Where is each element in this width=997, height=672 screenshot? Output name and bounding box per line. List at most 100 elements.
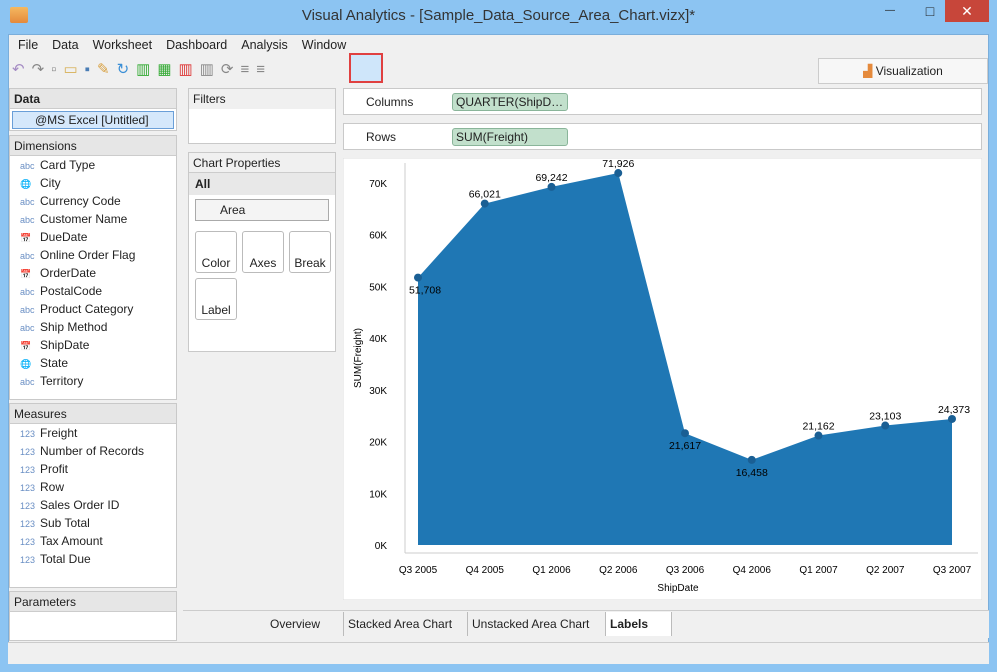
window-title: Visual Analytics - [Sample_Data_Source_A… [301, 7, 696, 24]
field-item[interactable]: 123 Profit [10, 460, 176, 478]
filters-panel: Filters [188, 88, 336, 144]
color-button[interactable]: Color [195, 231, 237, 273]
x-tick-label: Q3 2005 [399, 565, 438, 576]
data-label: 21,617 [669, 440, 701, 452]
field-item[interactable]: 123 Sales Order ID [10, 496, 176, 514]
x-tick-label: Q2 2006 [599, 565, 638, 576]
field-item[interactable]: 📅 OrderDate [10, 264, 176, 282]
field-item[interactable]: abc Card Type [10, 156, 176, 174]
all-marks[interactable]: All [189, 173, 335, 195]
menu-worksheet[interactable]: Worksheet [92, 38, 153, 52]
field-item[interactable]: 🌐 State [10, 354, 176, 372]
sheet-tab-bar [183, 610, 989, 638]
field-item[interactable]: 123 Total Due [10, 550, 176, 568]
x-tick-label: Q3 2006 [666, 565, 705, 576]
y-tick-label: 60K [369, 231, 387, 242]
number-type-icon: 123 [20, 519, 36, 529]
field-item[interactable]: 123 Row [10, 478, 176, 496]
y-axis-title: SUM(Freight) [353, 328, 364, 388]
columns-pill[interactable]: QUARTER(ShipD… [452, 93, 568, 111]
save-icon[interactable]: ▪ [84, 61, 97, 78]
rows-pill[interactable]: SUM(Freight) [452, 128, 568, 146]
data-point [681, 429, 689, 438]
measures-panel: Measures 123 Freight 123 Number of Records 1… [9, 403, 177, 588]
menu-analysis[interactable]: Analysis [241, 38, 288, 52]
sheet-tab[interactable]: Labels [606, 612, 672, 636]
menu-window[interactable]: Window [301, 38, 347, 52]
chart-properties-panel: Chart Properties All Area Color Axes Bre… [188, 152, 336, 352]
field-item[interactable]: abc Customer Name [10, 210, 176, 228]
number-type-icon: 123 [20, 483, 36, 493]
field-item[interactable]: 123 Tax Amount [10, 532, 176, 550]
globe-icon: 🌐 [20, 179, 32, 189]
swap-icon[interactable]: ⟳ [220, 61, 241, 78]
show-labels-button[interactable] [349, 53, 383, 83]
y-tick-label: 70K [369, 179, 387, 190]
data-label: 23,103 [869, 411, 901, 423]
text-type-icon: abc [20, 161, 35, 171]
undo-icon[interactable]: ↶ [12, 61, 32, 78]
field-item[interactable]: abc Product Category [10, 300, 176, 318]
sort-desc-icon[interactable]: ≡ [256, 61, 273, 78]
chart-icon[interactable]: ▥ [199, 61, 221, 78]
text-type-icon: abc [20, 377, 35, 387]
break-button[interactable]: Break [289, 231, 331, 273]
data-point [614, 169, 623, 178]
open-icon[interactable]: ▭ [63, 61, 85, 78]
field-item[interactable]: 123 Sub Total [10, 514, 176, 532]
close-button[interactable]: ✕ [945, 0, 989, 22]
data-panel-title: Data [10, 89, 176, 109]
visualization-tab[interactable]: ▟ Visualization [818, 58, 988, 84]
number-type-icon: 123 [20, 537, 36, 547]
number-type-icon: 123 [20, 447, 36, 457]
area-chart: 0K 10K 20K 30K 40K 50K 60K 70K 51,708 Q3 2005 66,0… [343, 158, 982, 600]
field-item[interactable]: 123 Freight [10, 424, 176, 442]
connect-icon[interactable]: ✎ [97, 61, 117, 78]
field-item[interactable]: abc Territory [10, 372, 176, 390]
data-point [881, 421, 890, 430]
maximize-button[interactable]: □ [925, 3, 935, 19]
label-button[interactable]: Label [195, 278, 237, 320]
text-type-icon: abc [20, 305, 35, 315]
redo-icon[interactable]: ↷ [31, 61, 52, 78]
data-label: 24,373 [938, 404, 970, 416]
menu-data[interactable]: Data [52, 38, 79, 52]
calendar-icon: 📅 [20, 269, 32, 279]
data-label: 69,242 [535, 172, 567, 184]
x-axis-title: ShipDate [657, 583, 699, 594]
text-type-icon: abc [20, 197, 35, 207]
data-point [747, 455, 756, 464]
field-item[interactable]: 📅 DueDate [10, 228, 176, 246]
axes-button[interactable]: Axes [242, 231, 284, 273]
sort-asc-icon[interactable]: ≡ [240, 61, 257, 78]
refresh-icon[interactable]: ↻ [116, 61, 137, 78]
sheet-tab[interactable]: Stacked Area Chart [344, 612, 468, 636]
y-tick-label: 40K [369, 334, 387, 345]
filters-title: Filters [189, 89, 335, 109]
number-type-icon: 123 [20, 465, 36, 475]
delete-chart-icon[interactable]: ▥ [178, 61, 200, 78]
field-item[interactable]: abc Online Order Flag [10, 246, 176, 264]
field-item[interactable]: abc PostalCode [10, 282, 176, 300]
new-icon[interactable]: ▫ [51, 61, 64, 78]
data-source[interactable]: @MS Excel [Untitled] [12, 111, 174, 129]
rows-shelf: Rows SUM(Freight) [343, 123, 982, 150]
field-item[interactable]: 📅 ShipDate [10, 336, 176, 354]
minimize-button[interactable]: — [885, 5, 895, 16]
calendar-icon: 📅 [20, 341, 32, 351]
sheet-tab[interactable]: Unstacked Area Chart [468, 612, 606, 636]
menu-dashboard[interactable]: Dashboard [166, 38, 228, 52]
y-tick-label: 50K [369, 282, 387, 293]
add-grid-icon[interactable]: ▦ [157, 61, 179, 78]
text-type-icon: abc [20, 287, 35, 297]
number-type-icon: 123 [20, 555, 36, 565]
menu-file[interactable]: File [18, 38, 39, 52]
field-item[interactable]: abc Ship Method [10, 318, 176, 336]
chart-type-select[interactable]: Area [195, 199, 329, 221]
field-item[interactable]: 123 Number of Records [10, 442, 176, 460]
sheet-tab[interactable]: Overview [266, 612, 344, 636]
field-item[interactable]: 🌐 City [10, 174, 176, 192]
field-item[interactable]: abc Currency Code [10, 192, 176, 210]
x-tick-label: Q1 2006 [532, 565, 571, 576]
add-chart-icon[interactable]: ▥ [136, 61, 158, 78]
